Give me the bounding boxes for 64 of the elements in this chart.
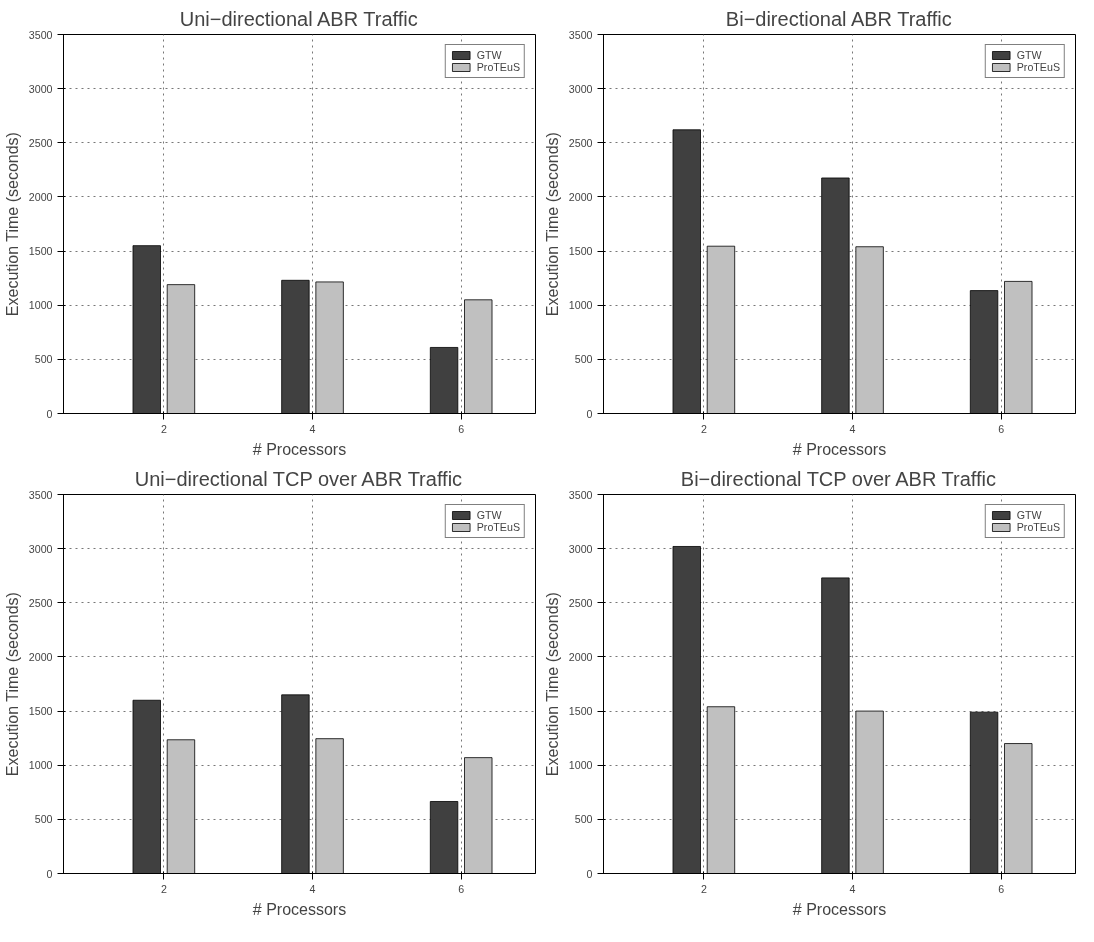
- y-tick-label: 0: [46, 867, 53, 880]
- x-tick-label: 6: [998, 882, 1005, 895]
- y-tick-label: 1000: [568, 759, 593, 772]
- x-tick-label: 6: [458, 422, 465, 435]
- y-axis-title: Execution Time (seconds): [543, 132, 561, 317]
- y-tick-label: 1000: [28, 759, 53, 772]
- x-axis-title: # Processors: [792, 900, 887, 918]
- y-axis-title: Execution Time (seconds): [3, 132, 21, 317]
- y-tick-label: 3500: [28, 488, 53, 501]
- y-tick-label: 3500: [28, 28, 53, 41]
- x-tick-label: 6: [998, 422, 1005, 435]
- x-tick-label: 4: [309, 422, 316, 435]
- y-tick-label: 3000: [28, 542, 53, 555]
- x-tick-label: 2: [700, 882, 707, 895]
- legend-label: ProTEuS: [1016, 521, 1060, 533]
- x-axis-title: # Processors: [252, 900, 347, 918]
- chart-title: Uni−directional ABR Traffic: [179, 7, 418, 30]
- x-tick-label: 4: [849, 882, 856, 895]
- y-tick-label: 3000: [568, 82, 593, 95]
- legend-label: GTW: [476, 509, 502, 521]
- y-tick-label: 1500: [28, 705, 53, 718]
- y-tick-label: 1500: [568, 245, 593, 258]
- y-tick-label: 3000: [28, 82, 53, 95]
- y-tick-label: 3500: [568, 488, 593, 501]
- y-tick-label: 2000: [568, 190, 593, 203]
- y-axis-title: Execution Time (seconds): [543, 592, 561, 777]
- legend-label: ProTEuS: [476, 521, 520, 533]
- x-tick-label: 6: [458, 882, 465, 895]
- y-tick-label: 2000: [28, 650, 53, 663]
- y-tick-label: 2500: [568, 596, 593, 609]
- y-tick-label: 2500: [568, 136, 593, 149]
- y-tick-label: 2000: [28, 190, 53, 203]
- y-tick-label: 500: [574, 353, 593, 366]
- y-tick-label: 3000: [568, 542, 593, 555]
- x-axis-title: # Processors: [792, 440, 887, 458]
- y-tick-label: 2500: [28, 136, 53, 149]
- y-tick-label: 500: [34, 353, 53, 366]
- y-axis-title: Execution Time (seconds): [3, 592, 21, 777]
- x-tick-label: 2: [160, 422, 167, 435]
- y-tick-label: 500: [574, 813, 593, 826]
- legend-label: ProTEuS: [476, 61, 520, 73]
- legend-label: GTW: [1016, 509, 1042, 521]
- y-tick-label: 0: [46, 407, 53, 420]
- x-tick-label: 4: [309, 882, 316, 895]
- y-tick-label: 0: [586, 407, 593, 420]
- y-tick-label: 1000: [568, 299, 593, 312]
- chart-title: Uni−directional TCP over ABR Traffic: [134, 467, 463, 490]
- y-tick-label: 3500: [568, 28, 593, 41]
- y-tick-label: 1000: [28, 299, 53, 312]
- y-tick-label: 1500: [568, 705, 593, 718]
- x-axis-title: # Processors: [252, 440, 347, 458]
- legend-label: GTW: [1016, 49, 1042, 61]
- legend-label: GTW: [476, 49, 502, 61]
- legend-label: ProTEuS: [1016, 61, 1060, 73]
- x-tick-label: 2: [700, 422, 707, 435]
- y-tick-label: 0: [586, 867, 593, 880]
- x-tick-label: 2: [160, 882, 167, 895]
- y-tick-label: 1500: [28, 245, 53, 258]
- x-tick-label: 4: [849, 422, 856, 435]
- y-tick-label: 500: [34, 813, 53, 826]
- y-tick-label: 2000: [568, 650, 593, 663]
- y-tick-label: 2500: [28, 596, 53, 609]
- chart-title: Bi−directional ABR Traffic: [725, 7, 952, 30]
- chart-title: Bi−directional TCP over ABR Traffic: [680, 467, 996, 490]
